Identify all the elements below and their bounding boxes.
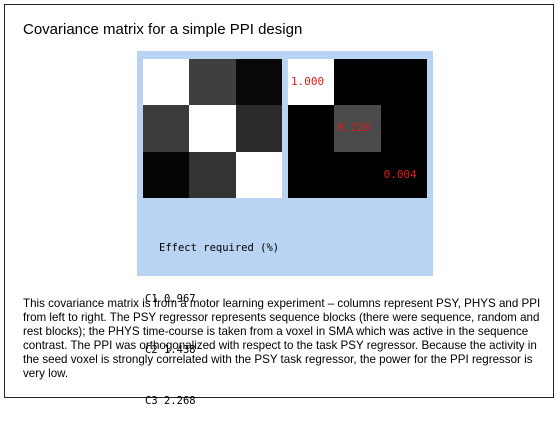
description-text: This covariance matrix is from a motor l…	[23, 297, 545, 381]
matrix-cell	[236, 105, 282, 151]
diagonal-value-label: 0.004	[384, 168, 417, 181]
diagonal-value-label: 1.000	[291, 75, 324, 88]
matrix-cell	[189, 105, 235, 151]
effect-row: C3 2.268	[145, 393, 279, 410]
matrix-cell	[189, 59, 235, 105]
matrix-cell	[236, 152, 282, 198]
effect-required-header: Effect required (%)	[145, 240, 279, 257]
covariance-matrix-left	[143, 59, 282, 198]
matrix-cell	[143, 152, 189, 198]
diagonal-value-label: 0.226	[337, 121, 370, 134]
matrix-cell	[143, 105, 189, 151]
contrast-name: C3	[145, 395, 158, 407]
slide-title: Covariance matrix for a simple PPI desig…	[23, 21, 302, 38]
covariance-matrix-right: 1.000 0.226 0.004	[288, 59, 427, 198]
matrix-cell	[189, 152, 235, 198]
matrix-cell	[143, 59, 189, 105]
slide-frame: Covariance matrix for a simple PPI desig…	[4, 4, 554, 398]
contrast-value: 2.268	[164, 395, 196, 407]
covariance-figure: 1.000 0.226 0.004 Effect required (%) C1 0…	[137, 51, 433, 276]
matrix-cell	[236, 59, 282, 105]
